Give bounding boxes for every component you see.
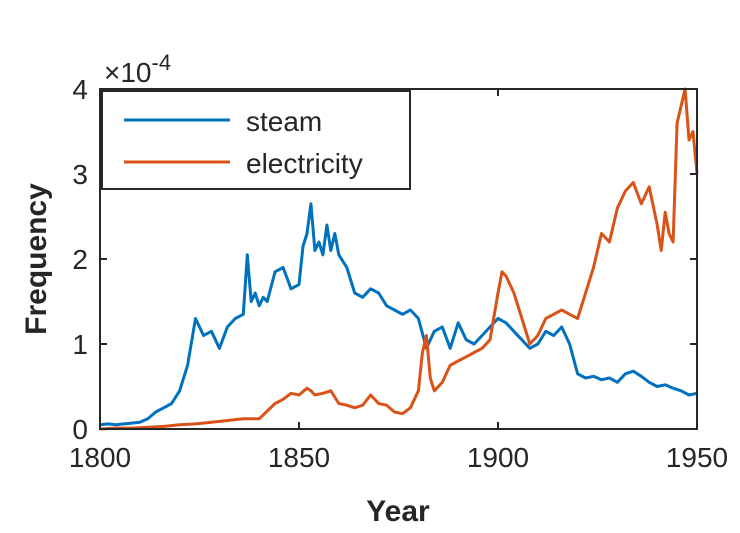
y-tick-label: 4 xyxy=(72,74,88,105)
y-tick-label: 2 xyxy=(72,244,88,275)
y-axis-label: Frequency xyxy=(20,183,53,335)
x-tick-label: 1800 xyxy=(69,442,131,473)
legend-label-steam: steam xyxy=(246,106,322,137)
series-line-electricity xyxy=(99,87,699,431)
series-line-steam xyxy=(99,202,698,427)
y-multiplier-label: ×10-4 xyxy=(104,50,171,88)
y-tick-label: 0 xyxy=(72,414,88,445)
tick-layer: 1800 1850 1900 1950 0 1 2 3 4 xyxy=(69,74,728,473)
legend: steam electricity xyxy=(101,90,411,190)
legend-label-electricity: electricity xyxy=(246,148,363,179)
x-tick-label: 1850 xyxy=(268,442,330,473)
y-tick-label: 1 xyxy=(72,329,88,360)
x-axis-label: Year xyxy=(366,495,430,528)
x-tick-label: 1900 xyxy=(467,442,529,473)
x-tick-label: 1950 xyxy=(666,442,728,473)
series-layer xyxy=(99,87,699,431)
legend-box xyxy=(101,90,411,190)
y-tick-label: 3 xyxy=(72,159,88,190)
